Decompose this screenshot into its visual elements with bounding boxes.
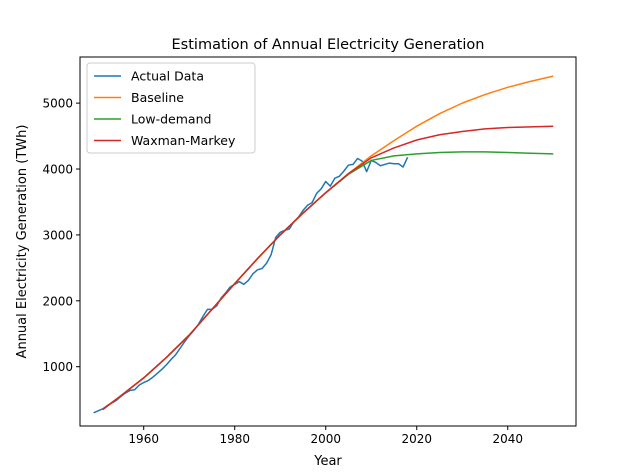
legend-label: Low-demand	[131, 112, 211, 127]
y-tick-label: 3000	[42, 228, 73, 242]
chart-title: Estimation of Annual Electricity Generat…	[172, 37, 485, 53]
x-tick-label: 2020	[401, 432, 432, 446]
legend-box	[86, 62, 256, 154]
x-tick-label: 1980	[219, 432, 250, 446]
x-tick-label: 1960	[128, 432, 159, 446]
plot-frame	[79, 56, 577, 427]
legend-label: Actual Data	[131, 69, 204, 84]
y-tick-label: 1000	[42, 360, 73, 374]
series-lines	[93, 75, 554, 414]
series-line-waxman-markey	[102, 125, 554, 411]
series-line-actual-data	[93, 156, 409, 414]
legend-label: Baseline	[131, 90, 184, 105]
x-tick-label: 2040	[492, 432, 523, 446]
x-axis-ticks: 1960 1980 2000 2020 2040	[128, 426, 523, 446]
y-tick-label: 5000	[42, 97, 73, 111]
y-axis-ticks: 1000 2000 3000 4000 5000	[42, 97, 80, 374]
x-axis-label: Year	[313, 454, 342, 469]
x-tick-label: 2000	[310, 432, 341, 446]
legend: Actual Data Baseline Low-demand Waxman-Mark…	[86, 62, 256, 154]
y-axis-label: Annual Electricity Generation (TWh)	[15, 125, 30, 359]
legend-label: Waxman-Markey	[131, 133, 236, 148]
y-tick-label: 2000	[42, 294, 73, 308]
y-tick-label: 4000	[42, 163, 73, 177]
